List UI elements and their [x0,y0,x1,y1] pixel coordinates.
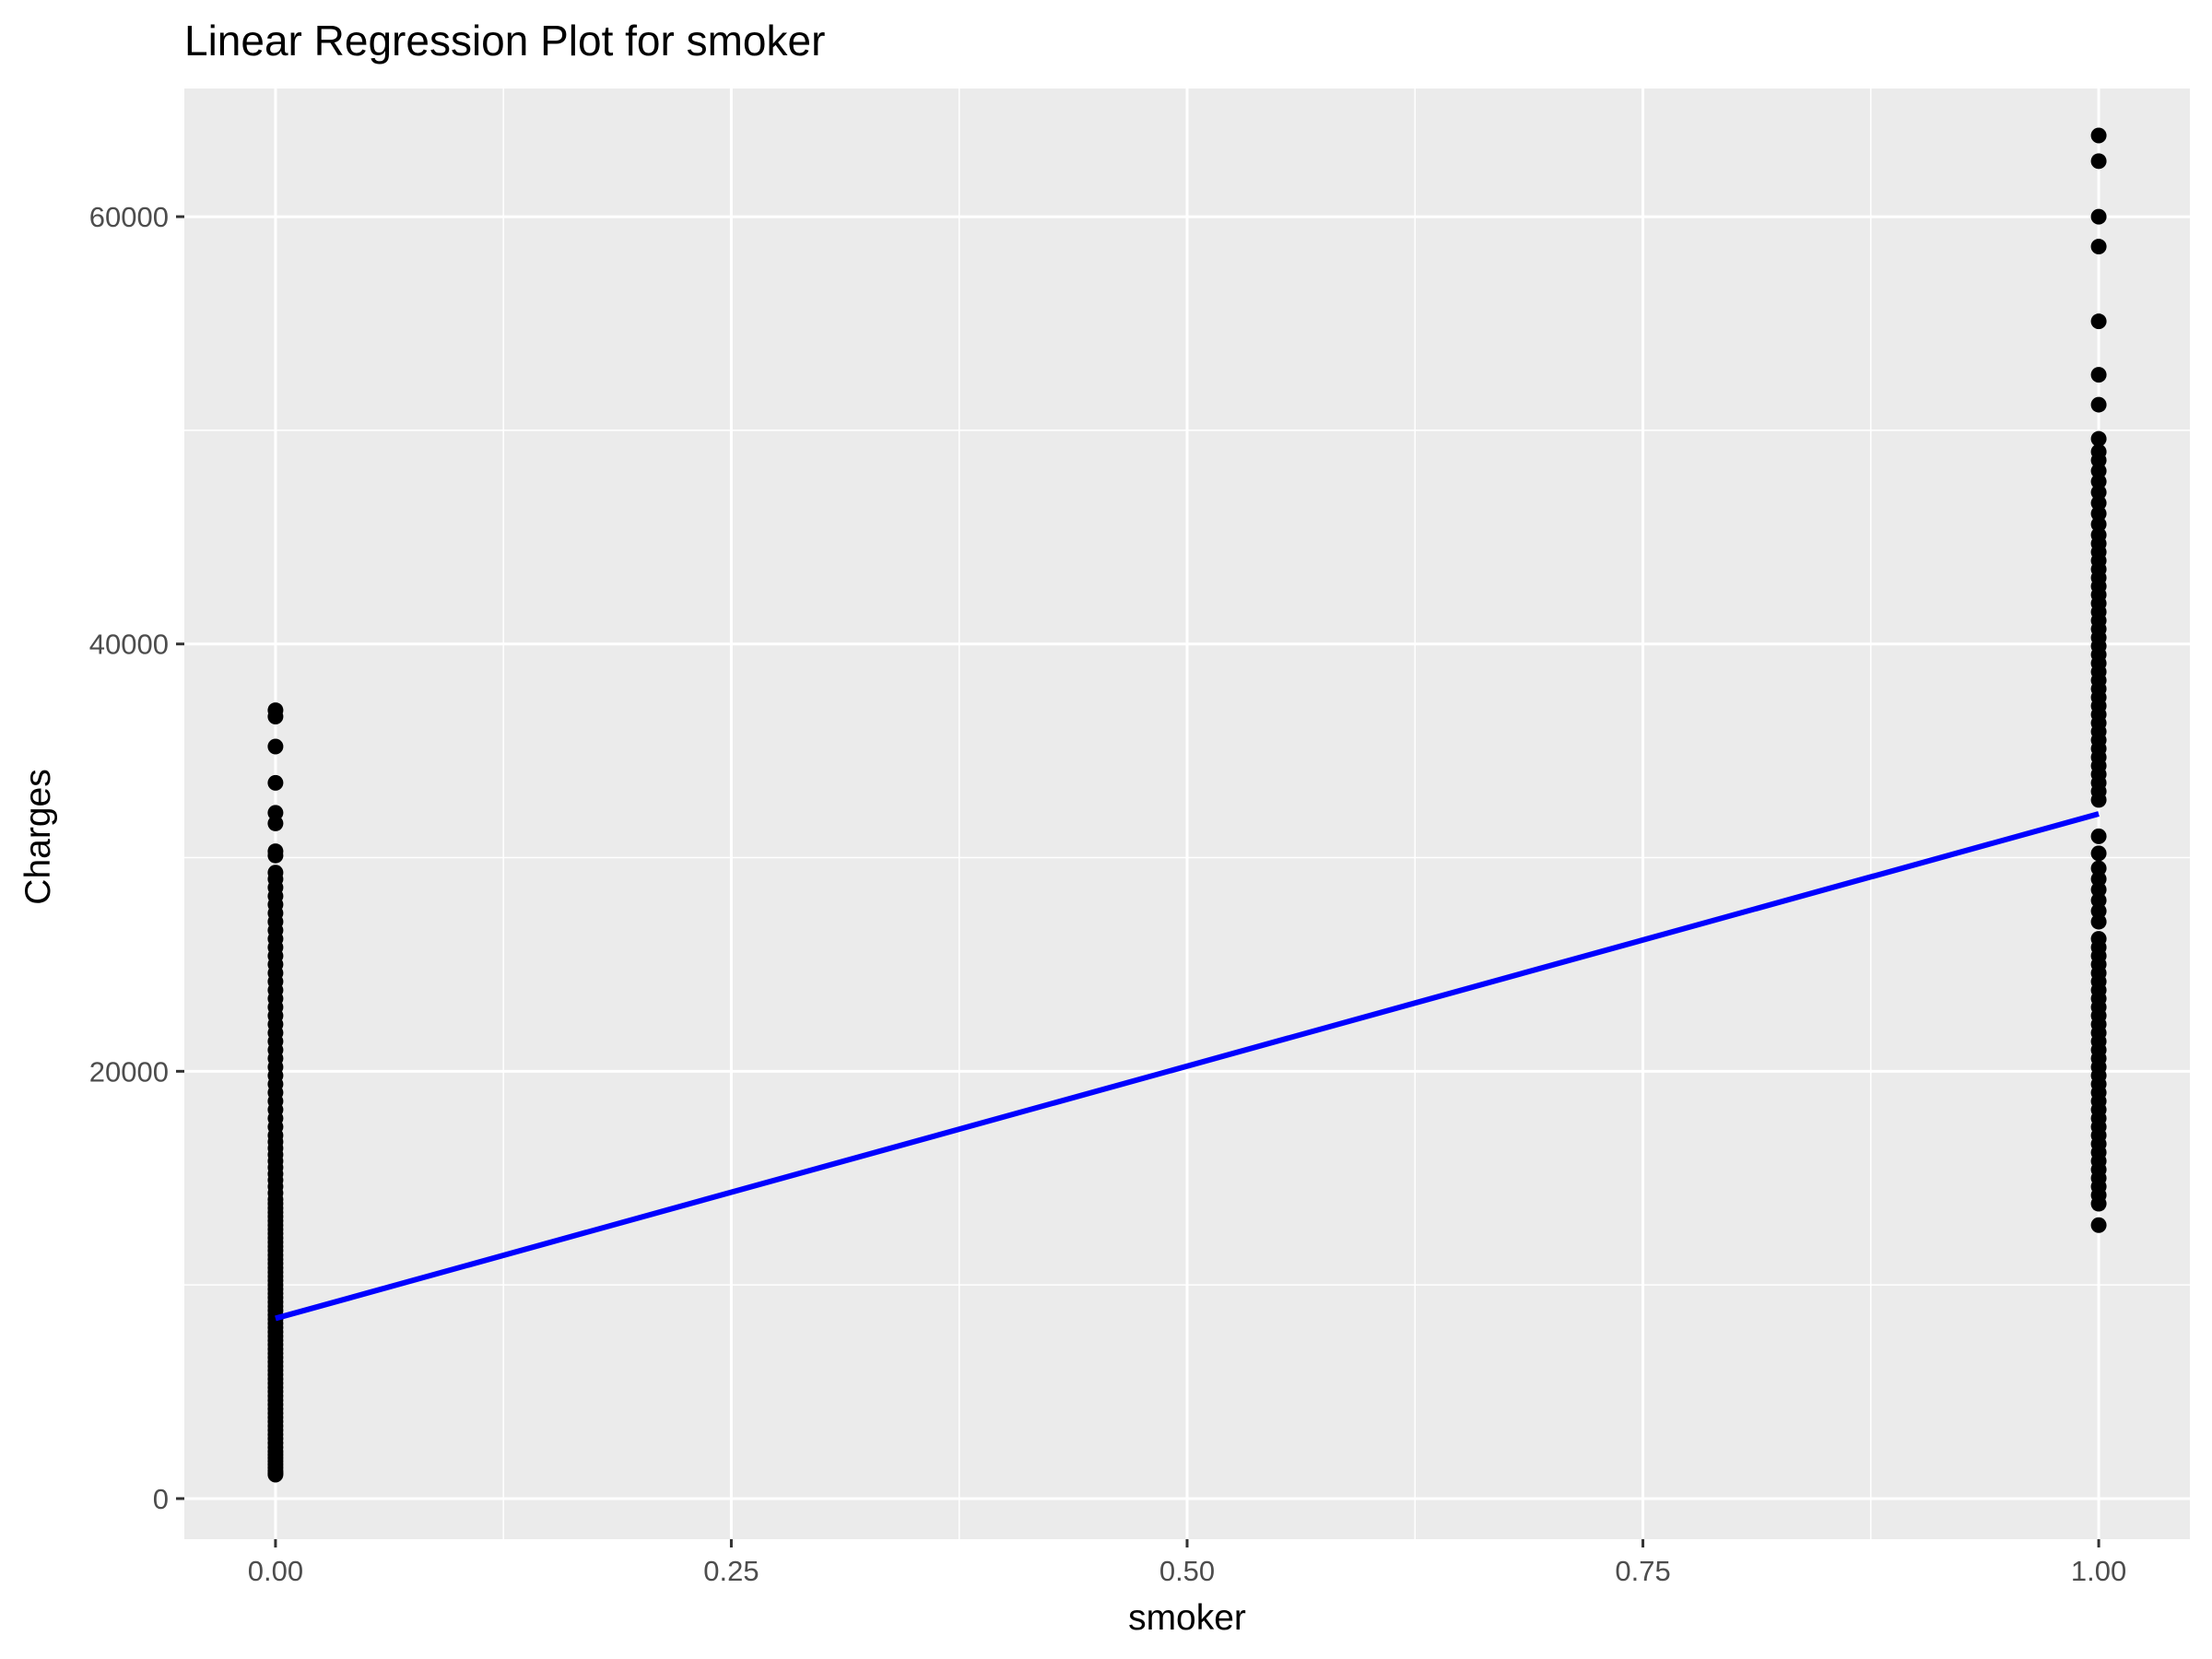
scatter-point [2090,239,2107,255]
chart-title: Linear Regression Plot for smoker [184,17,825,65]
scatter-point [2090,313,2107,330]
scatter-point [267,702,284,719]
scatter-point [2090,828,2107,844]
scatter-point [2090,1217,2107,1233]
scatter-point [267,805,284,821]
y-axis-title: Charges [18,769,58,904]
x-tick-label: 0.75 [1615,1555,1670,1587]
scatter-point [267,865,284,881]
scatter-point [2090,443,2107,460]
scatter-point [2090,845,2107,862]
y-tick-label: 0 [153,1483,169,1515]
regression-line-layer [275,811,2100,1322]
scatter-point [2090,430,2107,447]
scatter-point [2090,396,2107,413]
scatter-point [2090,208,2107,225]
scatter-point [2090,931,2107,947]
x-tick-label: 0.50 [1159,1555,1215,1587]
scatter-point [2090,367,2107,383]
scatter-point [267,738,284,755]
y-tick-label: 20000 [89,1055,169,1088]
y-tick-label: 40000 [89,629,169,661]
scatter-point [267,843,284,860]
scatter-point [2090,127,2107,144]
scatter-point [267,774,284,791]
regression-line [275,811,2100,1322]
data-points [267,127,2107,1483]
x-tick-label: 1.00 [2071,1555,2126,1587]
y-tick-label: 60000 [89,201,169,233]
axes: 0.00 0.25 0.50 0.75 1.00 0 20000 40000 60000 [89,201,2126,1587]
scatter-point [2090,860,2107,877]
major-gridlines [184,88,2190,1539]
x-tick-label: 0.25 [703,1555,759,1587]
x-tick-label: 0.00 [248,1555,303,1587]
x-axis-title: smoker [1128,1598,1246,1638]
scatter-point [2090,153,2107,170]
